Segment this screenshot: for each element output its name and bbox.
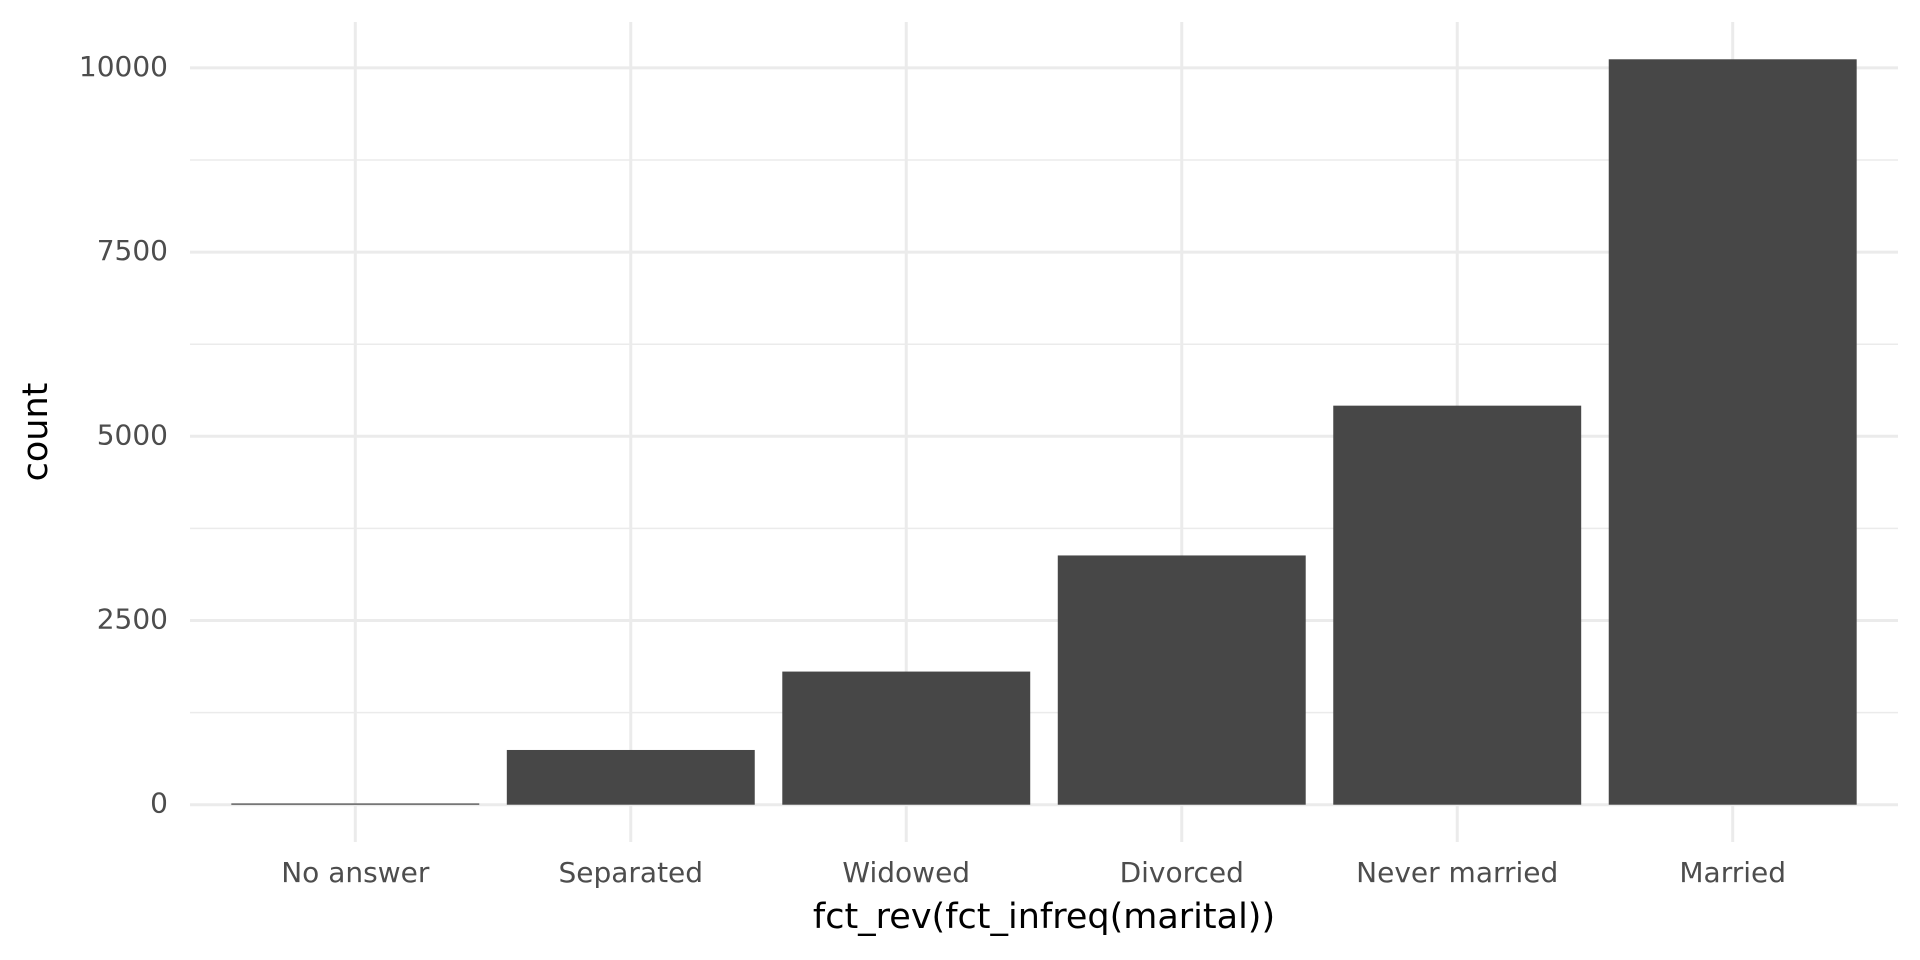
y-tick-label: 0 (150, 787, 168, 820)
y-tick-label: 7500 (97, 234, 168, 267)
x-tick-label: Divorced (1120, 856, 1244, 889)
bar (231, 803, 480, 805)
y-tick-label: 2500 (97, 603, 168, 636)
y-tick-label: 5000 (97, 418, 168, 451)
x-tick-label: Separated (558, 856, 703, 889)
bar (1608, 59, 1857, 805)
x-axis-title: fct_rev(fct_infreq(marital)) (813, 897, 1275, 937)
bar (782, 671, 1031, 805)
y-axis-title: count (16, 383, 56, 482)
bar (1333, 405, 1582, 805)
bar (506, 749, 755, 805)
y-tick-label: 10000 (79, 50, 168, 83)
x-tick-label: Widowed (842, 856, 970, 889)
x-tick-label: No answer (281, 856, 430, 889)
x-tick-label: Married (1679, 856, 1786, 889)
bar (1057, 555, 1306, 805)
x-tick-label: Never married (1356, 856, 1558, 889)
